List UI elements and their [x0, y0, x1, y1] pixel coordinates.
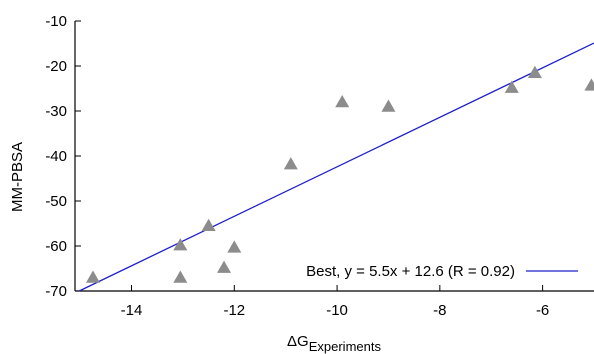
x-tick-label: -6: [536, 302, 549, 319]
data-point: [283, 157, 298, 170]
x-tick-label: -14: [121, 302, 143, 319]
y-tick-label: -70: [45, 283, 67, 300]
axis-labels: MM-PBSA ΔGExperiments: [9, 142, 381, 354]
x-axis-label-main: ΔG: [287, 333, 309, 350]
data-point: [335, 95, 350, 108]
data-point: [504, 80, 519, 93]
y-tick-label: -30: [45, 103, 67, 120]
data-point: [527, 65, 542, 78]
data-point: [173, 238, 188, 251]
fit-line: [78, 42, 594, 292]
data-point: [201, 218, 216, 231]
y-tick-label: -40: [45, 148, 67, 165]
legend: Best, y = 5.5x + 12.6 (R = 0.92): [306, 263, 578, 280]
y-axis-label: MM-PBSA: [9, 142, 26, 212]
x-tick-label: -10: [326, 302, 348, 319]
x-tick-label: -12: [223, 302, 245, 319]
data-point: [381, 99, 396, 112]
x-tick-label: -8: [433, 302, 446, 319]
y-tick-label: -50: [45, 193, 67, 210]
data-point: [227, 240, 242, 253]
data-point: [217, 260, 232, 273]
data-points: [85, 65, 594, 283]
y-tick-label: -10: [45, 13, 67, 30]
data-point: [584, 78, 594, 91]
y-tick-label: -20: [45, 58, 67, 75]
x-axis-label-subscript: Experiments: [309, 339, 382, 354]
legend-label: Best, y = 5.5x + 12.6 (R = 0.92): [306, 263, 515, 280]
data-point: [173, 270, 188, 283]
y-tick-label: -60: [45, 238, 67, 255]
x-axis-label: ΔGExperiments: [287, 333, 381, 354]
fit-line-layer: [78, 42, 594, 292]
axes: -10 -20 -30 -40 -50 -60 -70 -14 -12 -10 -8 -6: [45, 13, 594, 319]
data-point: [85, 270, 100, 283]
